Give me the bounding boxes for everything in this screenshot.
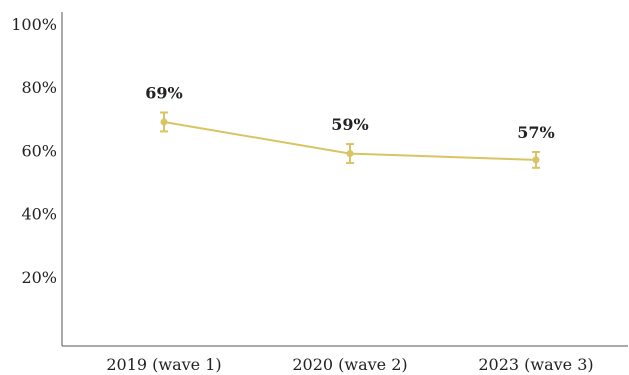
- data-labels: 69% 59% 57%: [145, 83, 554, 141]
- x-axis-ticks: 2019 (wave 1) 2020 (wave 2) 2023 (wave 3): [106, 355, 593, 374]
- data-point: [532, 156, 540, 164]
- x-tick-label: 2019 (wave 1): [106, 355, 221, 374]
- x-tick-label: 2023 (wave 3): [478, 355, 593, 374]
- y-tick-label: 60%: [21, 141, 57, 160]
- y-tick-label: 80%: [21, 78, 57, 97]
- data-point: [346, 150, 354, 158]
- y-tick-label: 100%: [11, 15, 57, 34]
- y-axis-ticks: 20% 40% 60% 80% 100%: [11, 15, 57, 287]
- x-tick-label: 2020 (wave 2): [292, 355, 407, 374]
- data-label: 69%: [145, 83, 182, 102]
- y-tick-label: 40%: [21, 205, 57, 224]
- data-point: [160, 118, 168, 126]
- data-label: 59%: [331, 115, 368, 134]
- y-tick-label: 20%: [21, 268, 57, 287]
- data-label: 57%: [517, 123, 554, 142]
- series-group: [160, 111, 540, 169]
